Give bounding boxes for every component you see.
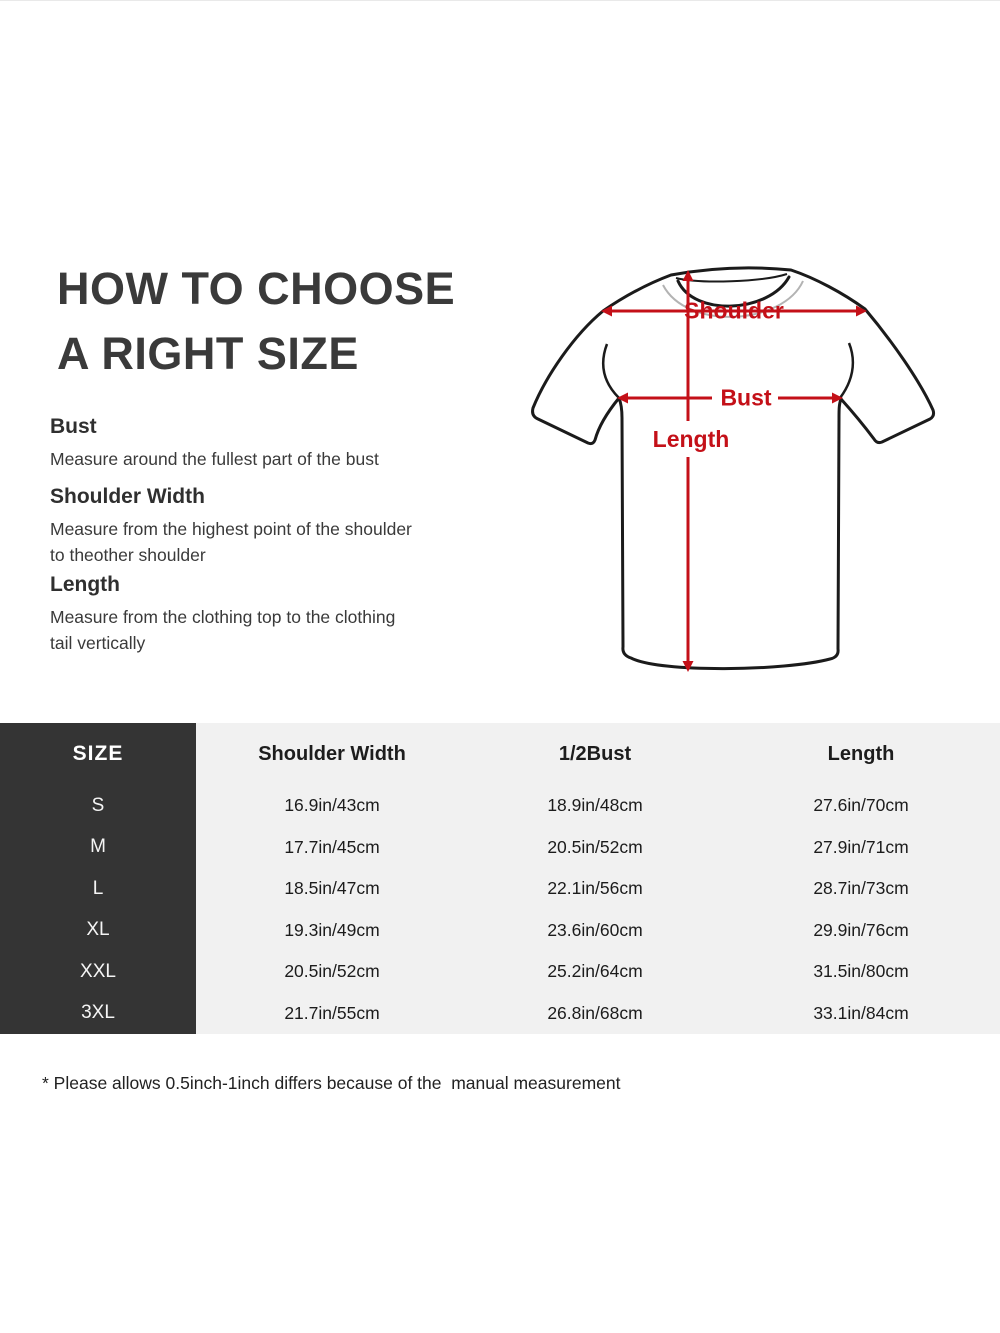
- length-value: 31.5in/80cm: [813, 961, 909, 982]
- bust-value: 18.9in/48cm: [547, 795, 643, 816]
- table-row-xxl: XXL 20.5in/52cm 25.2in/64cm 31.5in/80cm: [0, 951, 1000, 993]
- bust-value: 25.2in/64cm: [547, 961, 643, 982]
- length-value: 27.6in/70cm: [813, 795, 909, 816]
- bust-value: 22.1in/56cm: [547, 878, 643, 899]
- size-label: XL: [86, 919, 110, 941]
- guide-heading-shoulder-width: Shoulder Width: [50, 485, 205, 508]
- table-row-s: S 16.9in/43cm 18.9in/48cm 27.6in/70cm: [0, 785, 1000, 827]
- guide-heading-bust: Bust: [50, 415, 97, 438]
- length-value: 29.9in/76cm: [813, 919, 909, 940]
- length-value: 27.9in/71cm: [813, 836, 909, 857]
- title-line-2: A RIGHT SIZE: [57, 328, 359, 379]
- guide-heading-length: Length: [50, 573, 120, 596]
- size-label: M: [90, 836, 106, 858]
- shoulder-value: 18.5in/47cm: [284, 878, 380, 899]
- size-label: S: [91, 794, 105, 816]
- left-armhole-seam: [602, 343, 620, 399]
- guide-desc-bust: Measure around the fullest part of the b…: [50, 449, 379, 469]
- size-label: L: [92, 877, 104, 899]
- tshirt-outline: [531, 266, 936, 671]
- bust-value: 26.8in/68cm: [547, 1002, 643, 1023]
- measurement-disclaimer: * Please allows 0.5inch-1inch differs be…: [42, 1073, 621, 1093]
- length-value: 28.7in/73cm: [813, 878, 909, 899]
- size-table-header-row: SIZE Shoulder Width 1/2Bust Length: [0, 723, 1000, 785]
- guide-item-bust: Bust Measure around the fullest part of …: [50, 415, 418, 472]
- shoulder-measure-arrow: [601, 305, 867, 317]
- guide-item-length: Length Measure from the clothing top to …: [50, 573, 418, 656]
- table-row-l: L 18.5in/47cm 22.1in/56cm 28.7in/73cm: [0, 868, 1000, 910]
- header-half-bust: 1/2Bust: [558, 742, 632, 765]
- right-armhole-seam: [838, 342, 855, 399]
- shoulder-measure-label: Shoulder: [684, 298, 784, 324]
- bust-value: 23.6in/60cm: [547, 919, 643, 940]
- bust-measure-arrow: [617, 392, 843, 404]
- shoulder-value: 19.3in/49cm: [284, 919, 380, 940]
- guide-item-shoulder-width: Shoulder Width Measure from the highest …: [50, 485, 418, 568]
- shoulder-value: 16.9in/43cm: [284, 795, 380, 816]
- guide-desc-shoulder-width: Measure from the highest point of the sh…: [50, 519, 412, 565]
- header-length: Length: [827, 742, 895, 765]
- shoulder-value: 21.7in/55cm: [284, 1002, 380, 1023]
- shoulder-value: 17.7in/45cm: [284, 836, 380, 857]
- table-row-m: M 17.7in/45cm 20.5in/52cm 27.9in/71cm: [0, 827, 1000, 869]
- tshirt-diagram: Shoulder Bust Length: [500, 251, 945, 681]
- size-table: SIZE Shoulder Width 1/2Bust Length S 16.…: [0, 723, 1000, 1034]
- title-line-1: HOW TO CHOOSE: [57, 263, 456, 314]
- bust-value: 20.5in/52cm: [547, 836, 643, 857]
- tshirt-diagram-svg: Shoulder Bust Length: [531, 266, 936, 672]
- shoulder-value: 20.5in/52cm: [284, 961, 380, 982]
- page-title: HOW TO CHOOSE A RIGHT SIZE: [57, 256, 455, 386]
- header-shoulder-width: Shoulder Width: [258, 742, 406, 765]
- length-measure-arrow: [682, 270, 694, 672]
- size-label: 3XL: [81, 1002, 115, 1024]
- size-label: XXL: [80, 960, 116, 982]
- table-row-xl: XL 19.3in/49cm 23.6in/60cm 29.9in/76cm: [0, 910, 1000, 952]
- guide-desc-length: Measure from the clothing top to the clo…: [50, 607, 396, 653]
- table-row-3xl: 3XL 21.7in/55cm 26.8in/68cm 33.1in/84cm: [0, 993, 1000, 1035]
- size-column-background: [0, 723, 196, 1034]
- length-measure-label: Length: [653, 426, 730, 452]
- collar-shading: [662, 280, 804, 318]
- header-size: SIZE: [72, 742, 124, 765]
- collar-opening: [676, 275, 791, 308]
- length-value: 33.1in/84cm: [813, 1002, 909, 1023]
- bust-measure-label: Bust: [720, 385, 771, 411]
